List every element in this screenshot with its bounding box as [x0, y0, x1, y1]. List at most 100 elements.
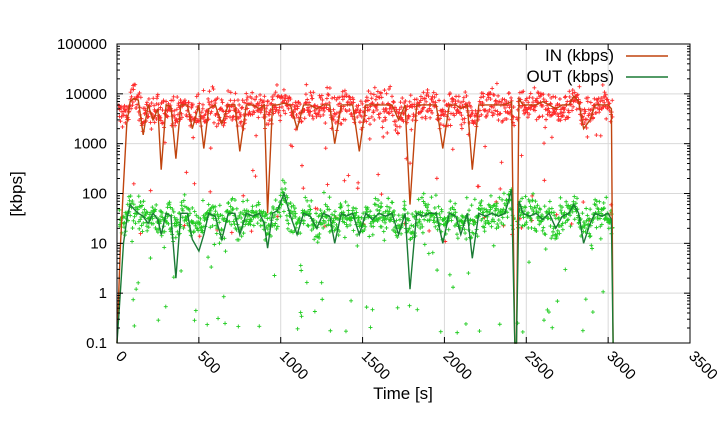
- scatter-point: [562, 107, 567, 112]
- scatter-point: [314, 211, 319, 216]
- scatter-point: [332, 213, 337, 218]
- scatter-point: [334, 97, 339, 102]
- scatter-point: [439, 209, 444, 214]
- scatter-point: [486, 220, 491, 225]
- scatter-point: [590, 246, 595, 251]
- scatter-point: [228, 204, 233, 209]
- scatter-point: [272, 212, 277, 217]
- scatter-point: [140, 210, 145, 215]
- scatter-point: [553, 95, 558, 100]
- scatter-point: [501, 222, 506, 227]
- scatter-point: [484, 97, 489, 102]
- scatter-point: [286, 106, 291, 111]
- scatter-point: [223, 321, 228, 326]
- scatter-point: [432, 95, 437, 100]
- scatter-point: [496, 93, 501, 98]
- scatter-point: [602, 90, 607, 95]
- scatter-point: [430, 250, 435, 255]
- scatter-point: [221, 123, 226, 128]
- scatter-point: [566, 203, 571, 208]
- scatter-point: [377, 216, 382, 221]
- scatter-point: [230, 196, 235, 201]
- scatter-point: [229, 230, 234, 235]
- scatter-point: [425, 90, 430, 95]
- scatter-point: [258, 223, 263, 228]
- scatter-point: [369, 96, 374, 101]
- scatter-point: [389, 217, 394, 222]
- scatter-point: [314, 220, 319, 225]
- scatter-point: [201, 115, 206, 120]
- scatter-point: [422, 96, 427, 101]
- scatter-point: [190, 102, 195, 107]
- scatter-point: [572, 194, 577, 199]
- scatter-point: [422, 242, 427, 247]
- scatter-point: [305, 97, 310, 102]
- scatter-point: [321, 225, 326, 230]
- scatter-point: [525, 115, 530, 120]
- scatter-point: [531, 100, 536, 105]
- scatter-point: [545, 307, 550, 312]
- scatter-point: [558, 118, 563, 123]
- scatter-point: [340, 94, 345, 99]
- scatter-point: [527, 112, 532, 117]
- scatter-point: [557, 97, 562, 102]
- scatter-point: [148, 188, 153, 193]
- scatter-point: [490, 86, 495, 91]
- scatter-point: [542, 141, 547, 146]
- scatter-point: [452, 105, 457, 110]
- legend-label: OUT (kbps): [526, 67, 614, 86]
- scatter-point: [533, 205, 538, 210]
- scatter-point: [583, 109, 588, 114]
- scatter-point: [385, 204, 390, 209]
- scatter-point: [485, 113, 490, 118]
- scatter-point: [529, 206, 534, 211]
- scatter-point: [575, 92, 580, 97]
- scatter-point: [208, 225, 213, 230]
- scatter-point: [460, 117, 465, 122]
- scatter-point: [407, 99, 412, 104]
- scatter-point: [164, 99, 169, 104]
- scatter-point: [275, 217, 280, 222]
- scatter-point: [359, 114, 364, 119]
- scatter-point: [378, 90, 383, 95]
- scatter-point: [171, 98, 176, 103]
- scatter-point: [420, 115, 425, 120]
- scatter-point: [308, 207, 313, 212]
- scatter-point: [523, 205, 528, 210]
- scatter-point: [162, 229, 167, 234]
- scatter-point: [542, 178, 547, 183]
- scatter-point: [256, 115, 261, 120]
- scatter-point: [595, 214, 600, 219]
- scatter-point: [155, 92, 160, 97]
- scatter-point: [319, 93, 324, 98]
- scatter-point: [358, 108, 363, 113]
- scatter-point: [133, 221, 138, 226]
- scatter-point: [519, 225, 524, 230]
- scatter-point: [549, 113, 554, 118]
- scatter-point: [602, 94, 607, 99]
- scatter-point: [486, 109, 491, 114]
- scatter-point: [369, 114, 374, 119]
- scatter-point: [309, 93, 314, 98]
- scatter-point: [524, 96, 529, 101]
- scatter-point: [253, 174, 258, 179]
- scatter-point: [542, 204, 547, 209]
- x-tick-label: 2500: [521, 348, 557, 384]
- scatter-point: [494, 81, 499, 86]
- scatter-point: [434, 92, 439, 97]
- scatter-point: [551, 229, 556, 234]
- scatter-point: [452, 207, 457, 212]
- scatter-point: [410, 118, 415, 123]
- scatter-point: [378, 205, 383, 210]
- x-axis-label: Time [s]: [373, 384, 433, 403]
- scatter-point: [173, 123, 178, 128]
- scatter-point: [597, 110, 602, 115]
- scatter-point: [500, 197, 505, 202]
- scatter-point: [461, 95, 466, 100]
- scatter-point: [553, 216, 558, 221]
- scatter-point: [496, 118, 501, 123]
- scatter-point: [299, 163, 304, 168]
- scatter-point: [583, 297, 588, 302]
- scatter-point: [572, 217, 577, 222]
- scatter-point: [598, 236, 603, 241]
